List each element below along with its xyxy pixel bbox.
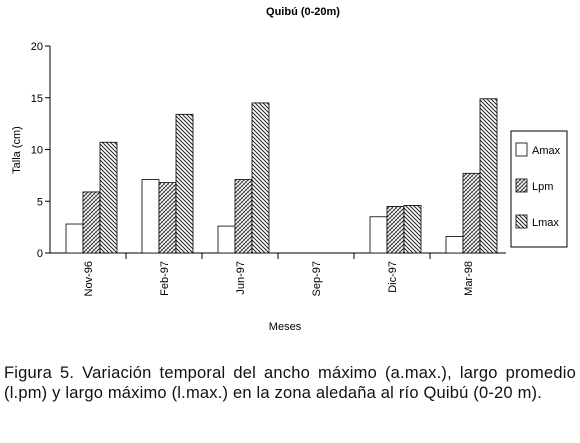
x-tick-label: Feb-97 bbox=[159, 261, 171, 296]
figure-caption: Figura 5. Variación temporal del ancho m… bbox=[4, 364, 576, 402]
x-tick-label: Dic-97 bbox=[387, 261, 399, 293]
bar-amax bbox=[65, 223, 84, 254]
legend-swatch-lpm bbox=[515, 178, 528, 193]
y-tick-label: 20 bbox=[31, 41, 43, 53]
bar-lmax bbox=[251, 102, 270, 254]
bar-amax bbox=[445, 236, 464, 254]
plot-area: 0 5 10 15 20 Nov-96 Feb-97 Jun-97 Sep-97 Dic-97 Ma… bbox=[31, 41, 506, 296]
bar-amax bbox=[141, 179, 160, 254]
bar-lmax bbox=[99, 141, 118, 254]
y-tick-label: 10 bbox=[31, 145, 43, 157]
bar-lmax bbox=[403, 204, 422, 254]
bar-amax bbox=[369, 216, 388, 254]
bar-lpm bbox=[234, 179, 253, 254]
legend-label-lmax: Lmax bbox=[532, 217, 559, 229]
legend-label-amax: Amax bbox=[532, 145, 561, 157]
bar-lpm bbox=[386, 206, 405, 254]
x-axis-label: Meses bbox=[269, 321, 302, 333]
bar-amax bbox=[217, 225, 236, 254]
y-axis-label: Talla (cm) bbox=[11, 126, 23, 174]
y-tick-label: 15 bbox=[31, 93, 43, 105]
chart-title: Quibú (0-20m) bbox=[266, 6, 340, 18]
bar-lmax bbox=[479, 98, 498, 254]
bar-lpm bbox=[82, 191, 101, 254]
bar-lpm bbox=[158, 182, 177, 254]
bar-lpm bbox=[462, 172, 481, 254]
y-tick-label: 0 bbox=[37, 248, 43, 260]
x-tick-label: Mar-98 bbox=[463, 261, 475, 296]
x-tick-label: Jun-97 bbox=[235, 261, 247, 295]
bar-lmax bbox=[175, 113, 194, 254]
legend: Amax Lpm Lmax bbox=[510, 130, 568, 248]
x-tick-label: Nov-96 bbox=[83, 261, 95, 296]
legend-label-lpm: Lpm bbox=[532, 181, 553, 193]
x-tick-label: Sep-97 bbox=[311, 261, 323, 296]
y-tick-label: 5 bbox=[37, 196, 43, 208]
legend-swatch-lmax bbox=[515, 214, 528, 229]
bar-chart: Quibú (0-20m) Talla (cm) Meses 0 5 10 15 20 N… bbox=[11, 6, 568, 333]
legend-swatch-amax bbox=[515, 142, 528, 157]
